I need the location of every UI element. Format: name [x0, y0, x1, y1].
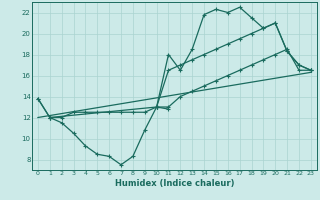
X-axis label: Humidex (Indice chaleur): Humidex (Indice chaleur) [115, 179, 234, 188]
